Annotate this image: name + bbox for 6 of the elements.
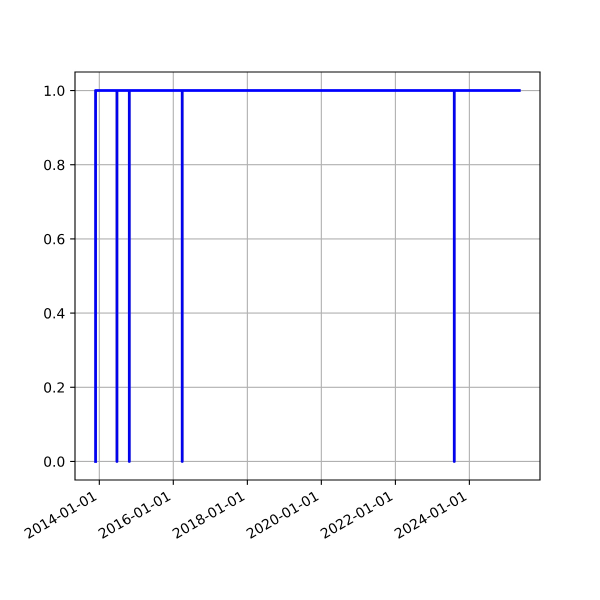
y-tick-label: 0.6 bbox=[44, 234, 64, 244]
y-tick-label: 0.0 bbox=[44, 456, 64, 467]
y-tick-label: 0.4 bbox=[44, 308, 64, 319]
y-tick-label: 1.0 bbox=[44, 86, 64, 96]
y-tick-label: 0.8 bbox=[44, 160, 64, 170]
y-tick-label: 0.2 bbox=[44, 382, 64, 393]
